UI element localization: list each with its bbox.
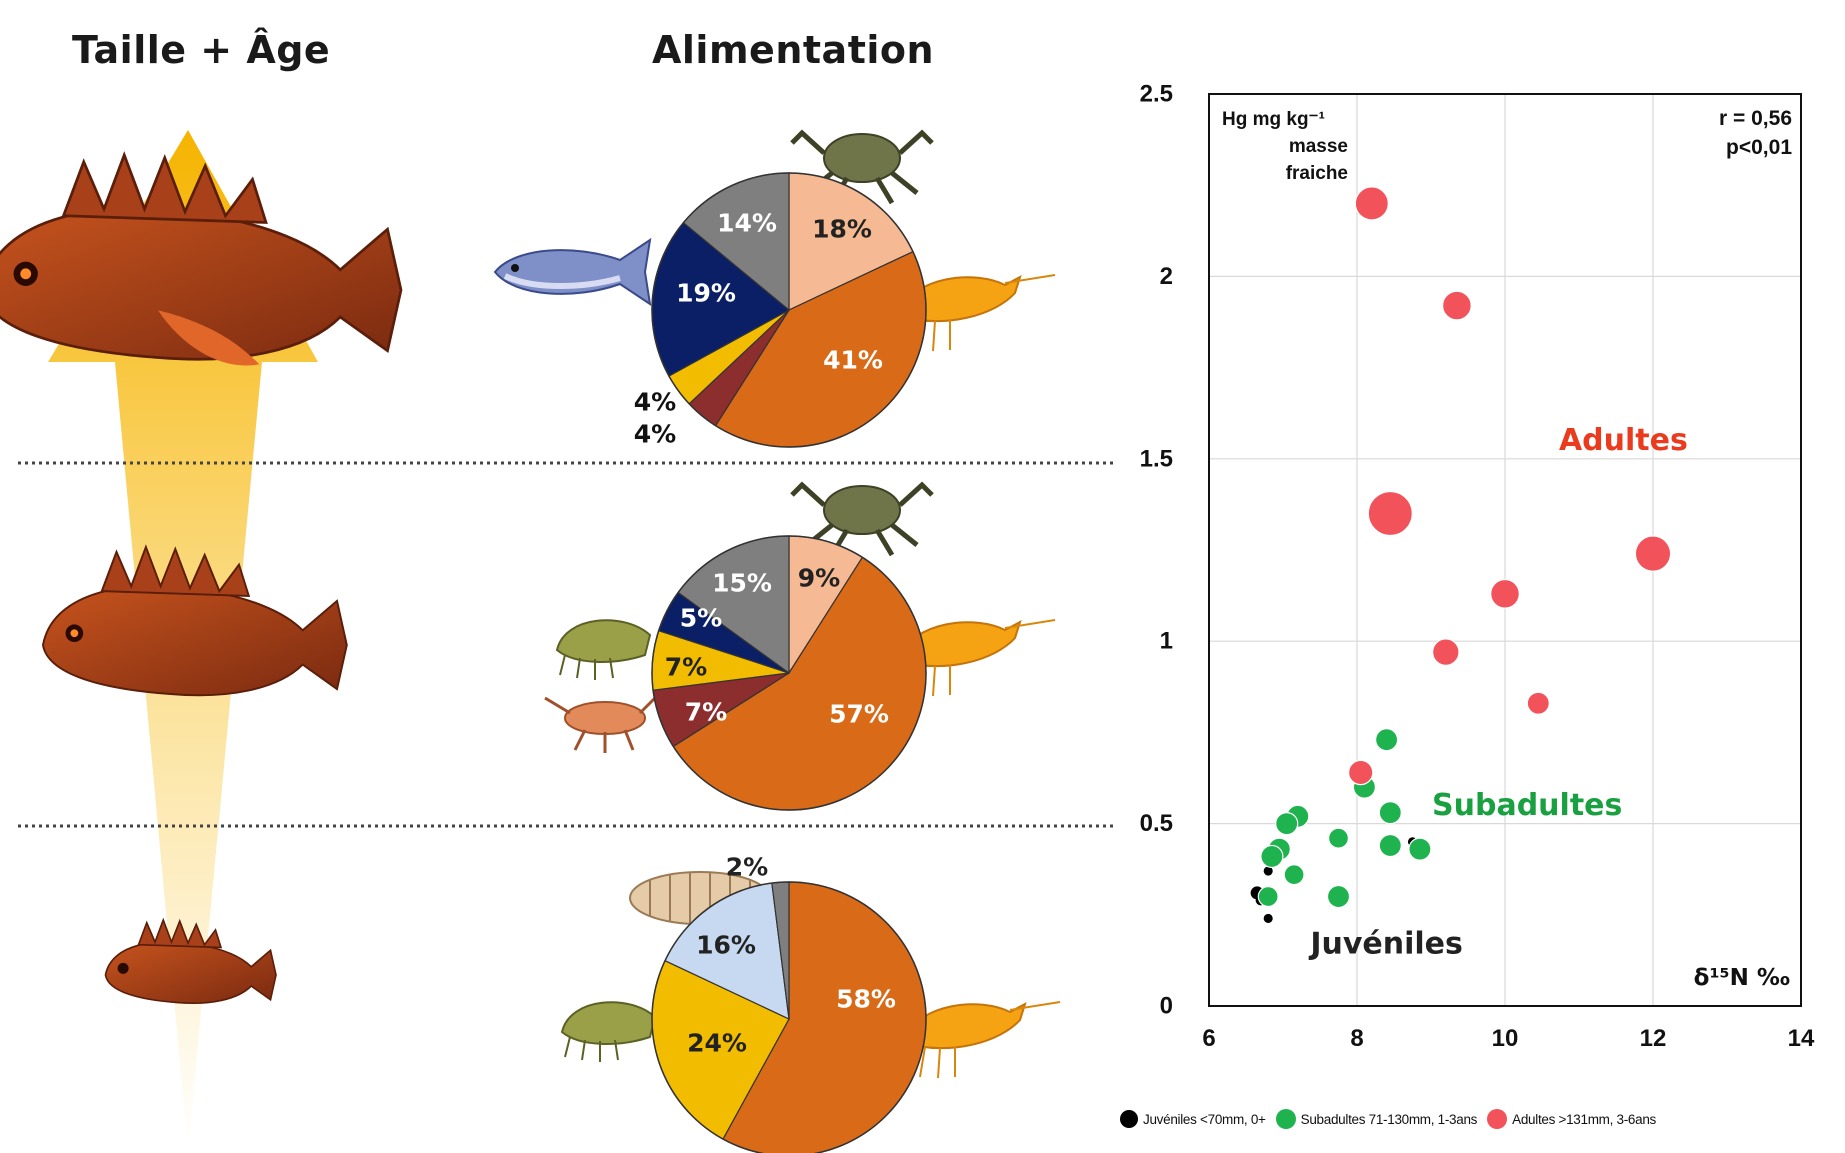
scatter-point-s1-p11 — [1257, 886, 1279, 908]
pie-0-label-0: 18% — [812, 215, 872, 244]
scatter-point-s1-p8 — [1378, 833, 1402, 858]
pie-1-label-4: 5% — [680, 604, 722, 633]
x-tick-label: 12 — [1640, 1025, 1667, 1052]
diet-pie-subadults: 9% 57% 7% 7% 5% 15% — [651, 535, 927, 811]
legend-label-subadultes: Subadultes 71-130mm, 1-3ans — [1300, 1111, 1478, 1127]
y-tick-label: 1.5 — [1140, 445, 1173, 472]
legend-swatch-juveniles — [1120, 1110, 1138, 1128]
scatter-legend: Juvéniles <70mm, 0+ Subadultes 71-130mm,… — [1120, 1106, 1666, 1132]
scatter-point-s2-p0 — [1354, 186, 1389, 221]
y-tick-label: 2.5 — [1140, 81, 1173, 108]
scatter-point-s2-p4 — [1490, 578, 1520, 609]
scatter-point-s1-p12 — [1326, 884, 1351, 909]
heading-taille-age: Taille + Âge — [72, 28, 331, 72]
legend-item-juveniles: Juvéniles <70mm, 0+ — [1120, 1110, 1266, 1128]
pie-2-label-3: 2% — [726, 853, 768, 882]
legend-item-subadultes: Subadultes 71-130mm, 1-3ans — [1275, 1109, 1478, 1129]
scatter-point-s2-p6 — [1526, 691, 1550, 715]
y-tick-label: 0 — [1160, 993, 1173, 1020]
pie-0-label-2: 4% — [634, 420, 676, 449]
scatter-point-s0-p3 — [1263, 913, 1273, 923]
scatter-point-s1-p4 — [1275, 811, 1299, 836]
y-tick-label: 1 — [1160, 628, 1173, 655]
fish-prey-illustration — [493, 237, 652, 307]
scatter-point-s1-p5 — [1327, 827, 1349, 849]
legend-swatch-adultes — [1487, 1109, 1508, 1129]
scatter-point-s2-p2 — [1367, 490, 1413, 537]
amphipod-illustration-bottom — [560, 1001, 657, 1062]
y-axis-label-line-0: Hg mg kg⁻¹ — [1222, 109, 1325, 130]
y-tick-label: 2 — [1160, 263, 1173, 290]
scatter-point-s2-p5 — [1432, 638, 1460, 666]
x-tick-label: 14 — [1788, 1025, 1815, 1052]
squat-lobster-illustration — [544, 691, 662, 753]
scatter-point-s2-p3 — [1634, 535, 1672, 572]
legend-label-adultes: Adultes >131mm, 3-6ans — [1512, 1111, 1656, 1127]
pie-1-outline — [651, 535, 927, 811]
plot-frame — [1208, 93, 1802, 1007]
scatter-point-s1-p2 — [1378, 801, 1402, 825]
scorpionfish-large-illustration — [0, 151, 403, 366]
scorpionfish-small-illustration — [104, 917, 277, 1004]
diet-pie-adults: 18% 41% 4% 4% 19% 14% — [634, 172, 927, 449]
scatter-point-s0-p0 — [1263, 866, 1273, 876]
x-axis-label: δ¹⁵N ‰ — [1694, 965, 1790, 991]
legend-item-adultes: Adultes >131mm, 3-6ans — [1487, 1109, 1656, 1129]
scorpionfish-medium-illustration — [42, 544, 348, 697]
pie-1-label-0: 9% — [798, 564, 840, 593]
pie-1-label-5: 15% — [712, 569, 772, 598]
group-annotation-2: Juvéniles — [1308, 926, 1463, 961]
y-axis-label-line-1: masse — [1289, 136, 1348, 157]
scatter-plot: 6 8 10 12 14 0 0.5 1 1.5 2 2.5 Hg mg kg⁻¹ masse fraic… — [1140, 81, 1815, 1053]
heading-alimentation: Alimentation — [652, 28, 935, 72]
legend-label-juveniles: Juvéniles <70mm, 0+ — [1143, 1111, 1266, 1127]
scatter-point-s1-p9 — [1408, 837, 1432, 861]
scatter-point-s1-p7 — [1260, 844, 1284, 869]
stat-line-1: p<0,01 — [1726, 136, 1792, 159]
group-annotation-0: Adultes — [1559, 423, 1688, 458]
scatter-point-s1-p10 — [1283, 864, 1305, 886]
x-tick-label: 10 — [1492, 1025, 1519, 1052]
group-annotation-1: Subadultes — [1432, 788, 1622, 823]
y-axis-label-line-2: fraiche — [1286, 163, 1348, 184]
pie-2-label-0: 58% — [836, 985, 896, 1014]
pie-2-label-1: 24% — [687, 1029, 747, 1058]
x-tick-label: 8 — [1350, 1025, 1363, 1052]
pie-0-outline — [651, 172, 927, 448]
pie-2-outline — [651, 881, 927, 1153]
amphipod-illustration-middle — [555, 619, 652, 680]
legend-swatch-subadultes — [1275, 1109, 1296, 1129]
pie-2-label-2: 16% — [696, 931, 756, 960]
pie-1-label-1: 57% — [829, 700, 889, 729]
pie-1-label-2: 7% — [685, 698, 727, 727]
pie-1-label-3: 7% — [665, 653, 707, 682]
pie-0-label-3: 4% — [634, 388, 676, 417]
y-tick-label: 0.5 — [1140, 810, 1173, 837]
scatter-point-s2-p1 — [1441, 290, 1472, 321]
stat-line-0: r = 0,56 — [1719, 107, 1792, 130]
crab-illustration-middle — [790, 481, 934, 557]
pie-0-label-4: 19% — [676, 279, 736, 308]
scatter-point-s2-p7 — [1347, 759, 1374, 786]
x-tick-label: 6 — [1202, 1025, 1215, 1052]
scatter-point-s1-p0 — [1374, 728, 1399, 752]
pie-0-label-5: 14% — [717, 209, 777, 238]
pie-0-label-1: 41% — [823, 346, 883, 375]
diet-pie-juveniles: 58% 24% 16% 2% — [651, 853, 927, 1153]
